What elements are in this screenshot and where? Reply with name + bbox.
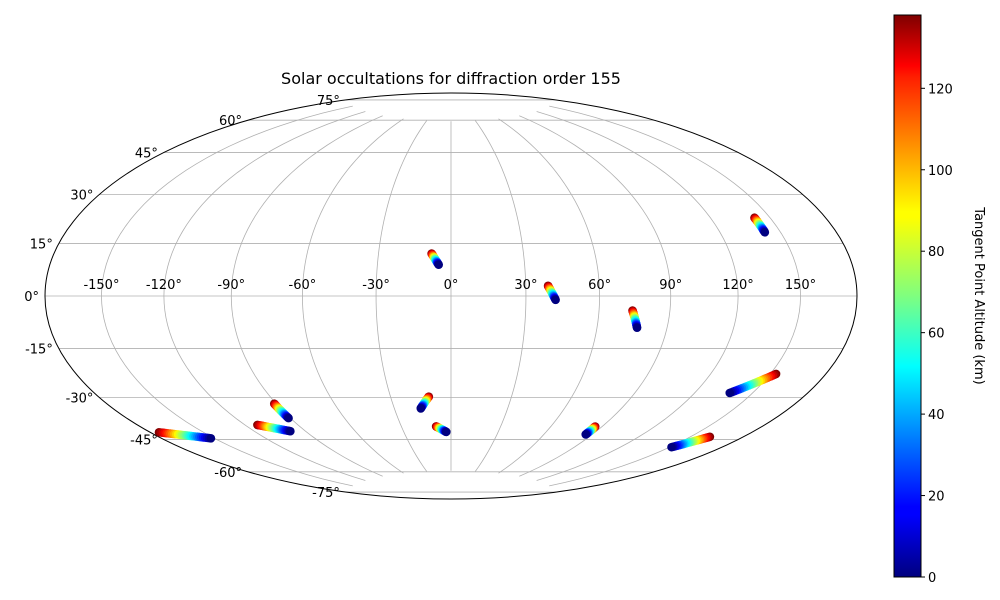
colorbar-tick-label: 60: [928, 327, 945, 342]
data-point: [434, 260, 444, 270]
data-point: [667, 442, 676, 452]
data-point: [206, 434, 216, 443]
data-point: [725, 388, 735, 398]
latitude-tick-label: 30°: [70, 189, 93, 204]
occultation-track: [416, 392, 434, 413]
data-point: [632, 323, 642, 333]
latitude-tick-label: -30°: [66, 392, 94, 407]
occultation-track: [154, 427, 216, 443]
longitude-tick-label: 120°: [722, 278, 753, 293]
occultation-track: [543, 281, 560, 305]
data-point: [581, 430, 591, 439]
longitude-tick-label: 60°: [588, 278, 611, 293]
longitude-tick-label: -30°: [362, 278, 390, 293]
longitude-tick-label: 0°: [444, 278, 459, 293]
occultation-track: [628, 306, 642, 333]
occultation-track: [253, 420, 295, 436]
data-point: [286, 426, 295, 436]
latitude-tick-label: -15°: [25, 343, 53, 358]
longitude-tick-label: -120°: [146, 278, 182, 293]
occultation-track: [581, 422, 600, 439]
occultation-track: [431, 422, 451, 437]
latitude-tick-label: -75°: [312, 486, 340, 501]
colorbar-ticks: 0 20 40 60 80 100 120: [921, 82, 953, 586]
latitude-tick-label: -45°: [130, 434, 158, 449]
map-area: -150° -120° -90° -60° -30° 0° 30° 60° 90° 120° 150…: [24, 92, 858, 501]
data-point: [551, 295, 560, 305]
latitude-tick-labels: 75° 60° 45° 30° 15° 0° -15° -30° -45° -60° -75°: [24, 94, 340, 501]
data-point: [284, 413, 293, 423]
colorbar-gradient: [893, 14, 922, 578]
occultation-track: [269, 399, 293, 423]
latitude-tick-label: 0°: [24, 290, 39, 305]
data-point: [441, 427, 451, 437]
occultation-track: [750, 213, 770, 237]
colorbar-tick-label: 0: [928, 571, 936, 586]
colorbar-label: Tangent Point Altitude (km): [971, 206, 986, 384]
data-point: [760, 227, 770, 237]
longitude-tick-labels: -150° -120° -90° -60° -30° 0° 30° 60° 90° 120° 150…: [83, 278, 816, 293]
occultation-track: [667, 432, 715, 452]
latitude-tick-label: 15°: [30, 237, 53, 252]
data-point: [416, 404, 426, 413]
longitude-tick-label: 150°: [785, 278, 816, 293]
latitude-tick-label: -60°: [214, 466, 242, 481]
longitude-tick-label: -60°: [289, 278, 317, 293]
colorbar-tick-label: 100: [928, 164, 953, 179]
chart-title: Solar occultations for diffraction order…: [281, 69, 621, 88]
occultation-track: [427, 249, 444, 270]
latitude-tick-label: 75°: [317, 94, 340, 109]
map-boundary: [44, 92, 858, 500]
longitude-tick-label: -90°: [217, 278, 245, 293]
latitude-tick-label: 45°: [135, 146, 158, 161]
occultation-track: [725, 369, 781, 398]
colorbar-tick-label: 40: [928, 408, 945, 423]
colorbar-tick-label: 120: [928, 82, 953, 97]
latitude-tick-label: 60°: [219, 114, 242, 129]
longitude-tick-label: -150°: [83, 278, 119, 293]
longitude-tick-label: 90°: [659, 278, 682, 293]
colorbar: 0 20 40 60 80 100 120 Tangent Point Altitude (…: [893, 14, 986, 586]
occultation-points: [154, 213, 781, 452]
longitude-tick-label: 30°: [514, 278, 537, 293]
colorbar-tick-label: 20: [928, 490, 945, 505]
colorbar-tick-label: 80: [928, 245, 945, 260]
